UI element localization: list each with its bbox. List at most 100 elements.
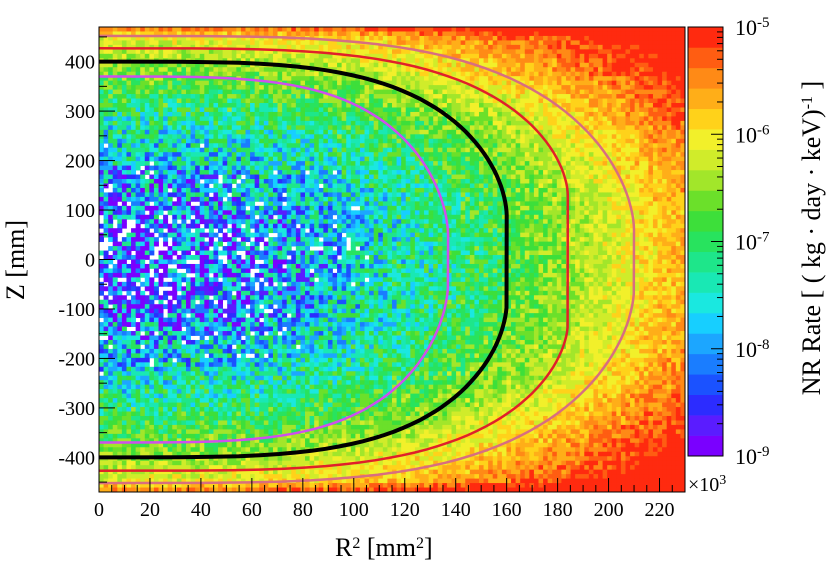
heatmap-cell [520,134,526,140]
heatmap-cell [630,53,636,59]
heatmap-cell [185,170,191,175]
heatmap-cell [643,27,649,32]
heatmap-cell [195,129,201,135]
heatmap-cell [625,44,631,50]
heatmap-cell [144,53,150,59]
heatmap-cell [643,111,649,117]
heatmap-cell [355,120,361,126]
heatmap-cell [341,187,347,193]
heatmap-cell [364,85,370,90]
heatmap-cell [305,27,310,32]
heatmap-cell [483,103,489,108]
heatmap-cell [176,62,182,68]
heatmap-cell [153,49,159,55]
heatmap-cell [250,120,256,126]
heatmap-cell [369,35,375,41]
heatmap-cell [153,27,159,32]
heatmap-cell [543,152,549,158]
heatmap-cell [153,53,159,59]
heatmap-cell [675,152,681,158]
heatmap-cell [419,183,425,189]
heatmap-cell [634,179,640,184]
heatmap-cell [570,80,576,86]
heatmap-cell [222,179,228,184]
heatmap-cell [547,174,553,180]
heatmap-cell [675,143,681,149]
heatmap-cell [511,165,517,171]
heatmap-cell [625,134,631,140]
heatmap-cell [126,107,132,113]
heatmap-cell [359,192,365,198]
heatmap-cell [643,80,649,86]
heatmap-cell [392,89,397,95]
heatmap-cell [199,94,205,99]
heatmap-cell [483,31,489,37]
heatmap-cell [282,76,288,82]
heatmap-cell [373,165,379,171]
heatmap-cell [231,62,237,68]
heatmap-cell [227,147,233,153]
heatmap-cell [99,120,104,126]
heatmap-cell [254,40,260,46]
heatmap-cell [295,143,301,149]
heatmap-cell [222,143,228,149]
heatmap-cell [533,120,539,126]
heatmap-cell [456,192,462,198]
heatmap-cell [263,156,269,162]
heatmap-cell [598,138,603,144]
heatmap-cell [497,103,503,108]
heatmap-cell [630,89,636,95]
heatmap-cell [176,170,182,175]
heatmap-cell [401,116,407,122]
heatmap-cell [364,44,370,50]
heatmap-cell [437,40,443,46]
heatmap-cell [318,31,324,37]
heatmap-cell [648,143,654,149]
heatmap-cell [176,134,182,140]
heatmap-cell [195,183,201,189]
heatmap-cell [515,44,521,50]
heatmap-cell [529,138,535,144]
heatmap-cell [158,179,164,184]
heatmap-cell [428,94,434,99]
heatmap-cell [131,76,137,82]
heatmap-cell [538,129,544,135]
heatmap-cell [378,27,384,32]
heatmap-cell [263,31,269,37]
heatmap-cell [529,27,535,32]
heatmap-cell [666,27,672,32]
heatmap-cell [213,80,219,86]
heatmap-cell [588,129,594,135]
heatmap-cell [153,165,159,171]
heatmap-cell [634,85,640,90]
heatmap-cell [176,174,182,180]
heatmap-cell [222,170,228,175]
heatmap-cell [131,152,137,158]
heatmap-cell [506,125,512,131]
heatmap-cell [419,116,425,122]
heatmap-cell [662,187,668,193]
heatmap-cell [158,170,164,175]
heatmap-cell [675,89,681,95]
heatmap-cell [561,27,567,32]
heatmap-cell [584,116,590,122]
heatmap-cell [140,71,146,77]
heatmap-cell [282,183,288,189]
heatmap-cell [126,161,132,166]
heatmap-cell [346,111,352,117]
heatmap-cell [346,31,352,37]
heatmap-cell [680,103,685,108]
heatmap-cell [387,174,393,180]
heatmap-cell [520,62,526,68]
heatmap-cell [424,156,430,162]
heatmap-cell [254,31,260,37]
heatmap-cell [140,125,146,131]
heatmap-cell [652,49,658,55]
heatmap-cell [588,80,594,86]
heatmap-cell [501,129,507,135]
heatmap-cell [222,27,228,32]
heatmap-cell [515,120,521,126]
heatmap-cell [327,98,333,104]
heatmap-cell [533,161,539,166]
heatmap-cell [575,35,581,41]
